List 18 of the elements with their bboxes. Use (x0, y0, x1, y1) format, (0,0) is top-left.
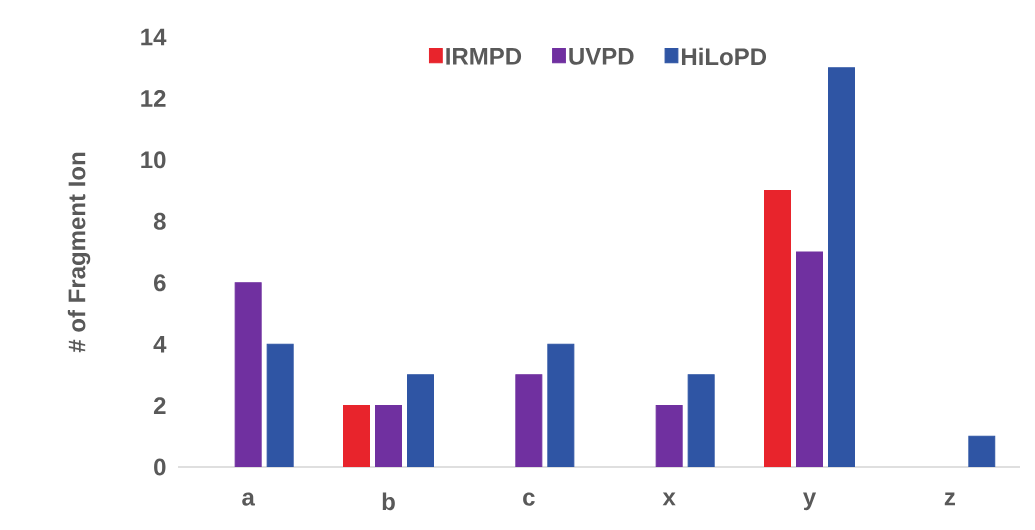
x-tick-label: z (944, 492, 955, 506)
y-tick-label: 4 (153, 335, 167, 353)
y-tick-label: 12 (141, 90, 166, 107)
x-tick-label: y (803, 492, 817, 511)
y-tick-label: 10 (141, 151, 166, 169)
x-tick-label: c (523, 492, 535, 506)
x-tick-label: b (382, 492, 395, 511)
y-tick-label: 2 (153, 397, 166, 414)
x-tick-label: a (242, 492, 255, 506)
y-tick-label: 8 (153, 212, 166, 230)
legend-label: UVPD (569, 48, 634, 65)
y-tick-label: 14 (141, 28, 167, 46)
x-tick-label: x (662, 492, 676, 506)
y-tick-label: 6 (154, 274, 166, 292)
legend-label: HiLoPD (681, 47, 767, 66)
legend-label: IRMPD (446, 48, 522, 65)
y-axis-title: # of Fragment Ion (67, 152, 91, 353)
y-tick-label: 0 (154, 458, 166, 476)
